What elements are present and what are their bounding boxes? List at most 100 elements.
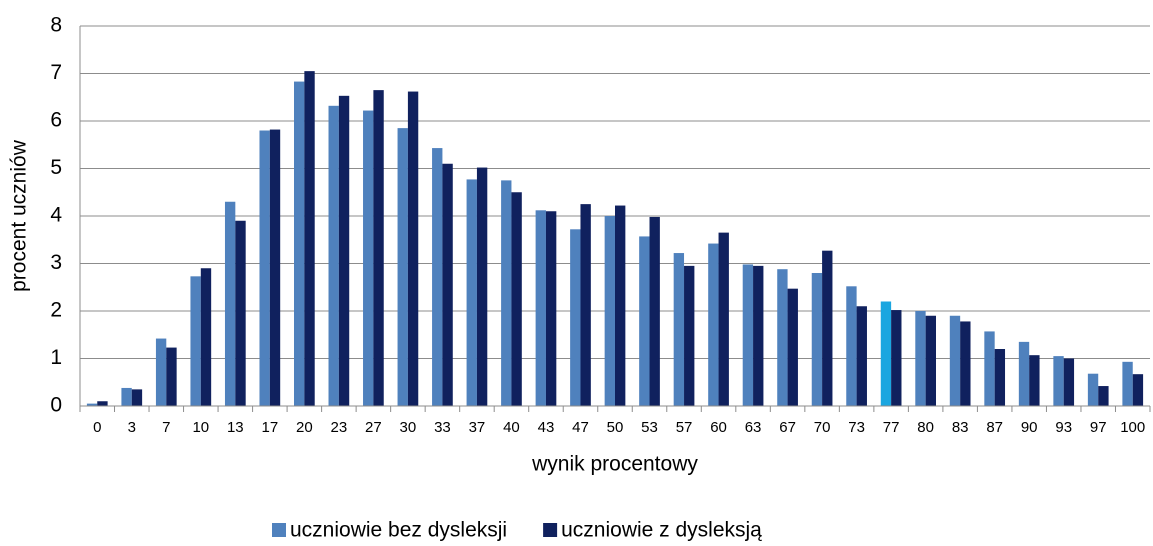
x-tick-label: 37 — [469, 419, 486, 436]
y-tick-label: 6 — [50, 109, 62, 132]
bar — [511, 192, 522, 406]
bar — [1087, 373, 1099, 406]
bar — [753, 265, 764, 406]
y-tick-label: 4 — [50, 204, 62, 227]
bar — [708, 243, 719, 406]
x-tick-label: 67 — [779, 419, 796, 436]
x-tick-label: 87 — [986, 419, 1003, 436]
bar — [328, 105, 339, 407]
bar — [224, 201, 236, 406]
bar — [1098, 386, 1109, 406]
x-tick-label: 57 — [676, 419, 693, 436]
bar — [822, 250, 833, 406]
bar — [545, 211, 557, 406]
bar — [235, 220, 246, 406]
bar — [432, 148, 443, 406]
x-tick-label: 3 — [128, 419, 136, 436]
legend-label: uczniowie bez dysleksji — [290, 519, 507, 542]
bar — [373, 90, 384, 406]
x-tick-label: 83 — [952, 419, 969, 436]
bar — [787, 288, 798, 406]
bar — [294, 81, 305, 406]
bar — [97, 401, 108, 406]
bar — [984, 331, 995, 406]
bar — [742, 264, 754, 406]
x-tick-label: 47 — [572, 419, 589, 436]
bar — [846, 286, 857, 406]
x-tick-label: 43 — [538, 419, 555, 436]
x-tick-label: 27 — [365, 419, 382, 436]
x-tick-label: 97 — [1090, 419, 1107, 436]
x-tick-label: 23 — [331, 419, 348, 436]
x-axis-title: wynik procentowy — [531, 453, 698, 476]
bar — [1132, 374, 1144, 406]
bar — [86, 403, 98, 406]
bar — [570, 229, 581, 406]
x-tick-label: 7 — [162, 419, 170, 436]
y-tick-label: 3 — [50, 251, 62, 274]
x-tick-label: 40 — [503, 419, 520, 436]
legend-swatch — [543, 523, 558, 537]
x-tick-label: 0 — [93, 419, 101, 436]
x-tick-label: 60 — [710, 419, 727, 436]
bar — [338, 95, 350, 406]
bar — [200, 268, 212, 406]
bar — [190, 276, 201, 406]
x-tick-label: 53 — [641, 419, 658, 436]
bar — [639, 236, 650, 406]
bar — [166, 347, 177, 406]
x-tick-label: 33 — [434, 419, 451, 436]
y-tick-label: 0 — [50, 394, 62, 417]
x-tick-label: 80 — [917, 419, 934, 436]
bar — [476, 167, 488, 406]
x-tick-label: 50 — [607, 419, 624, 436]
y-axis-title: procent uczniów — [8, 139, 31, 292]
bar — [131, 389, 143, 406]
bar — [673, 253, 685, 406]
x-tick-label: 13 — [227, 419, 244, 436]
bar — [1122, 361, 1133, 406]
bar — [397, 128, 408, 406]
bar — [649, 216, 660, 406]
bar — [880, 301, 892, 406]
bar — [994, 349, 1006, 406]
x-tick-label: 77 — [883, 419, 900, 436]
bar — [777, 269, 788, 406]
y-tick-label: 8 — [50, 14, 62, 37]
bar — [949, 315, 961, 406]
bar — [811, 273, 823, 406]
bar — [1018, 341, 1030, 406]
bar — [1053, 356, 1064, 406]
bar — [891, 310, 902, 406]
bar — [407, 91, 419, 407]
bar — [121, 387, 132, 406]
x-tick-label: 70 — [814, 419, 831, 436]
bar — [304, 71, 315, 406]
bar — [960, 321, 971, 406]
bar — [535, 210, 546, 406]
bar — [1029, 355, 1040, 406]
y-tick-label: 7 — [50, 61, 62, 84]
bar — [684, 265, 695, 406]
bar — [925, 315, 936, 406]
bar — [615, 205, 626, 406]
bar — [501, 180, 512, 406]
bar — [466, 179, 477, 406]
x-tick-label: 20 — [296, 419, 313, 436]
bar — [718, 232, 729, 406]
y-tick-label: 2 — [50, 299, 62, 322]
bar — [1063, 358, 1075, 406]
bar — [363, 110, 374, 407]
x-tick-label: 90 — [1021, 419, 1038, 436]
legend-swatch — [272, 523, 286, 537]
bar — [269, 129, 281, 407]
x-tick-label: 63 — [745, 419, 762, 436]
bar — [856, 306, 867, 406]
y-tick-label: 5 — [50, 156, 62, 179]
x-tick-label: 30 — [400, 419, 417, 436]
x-tick-label: 73 — [848, 419, 865, 436]
bar — [155, 338, 167, 406]
bar — [442, 163, 453, 406]
bar — [604, 216, 615, 406]
